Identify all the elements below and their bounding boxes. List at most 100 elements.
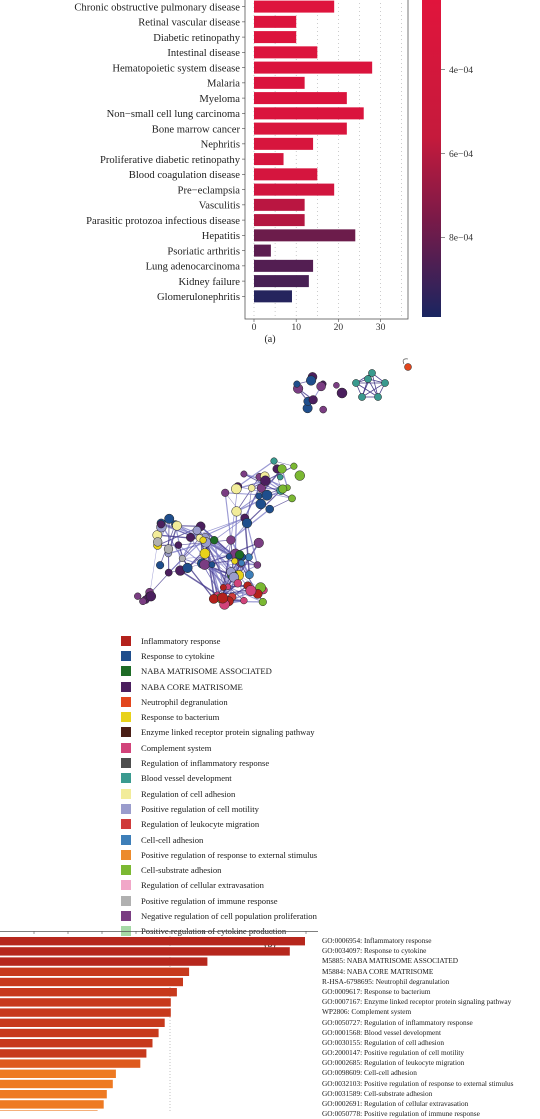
legend-label: Regulation of inflammatory response [141, 758, 269, 768]
bar [0, 988, 177, 996]
colorbar [422, 0, 441, 317]
legend-item: Positive regulation of cell motility [121, 801, 317, 816]
network-node [232, 507, 242, 517]
legend-swatch [121, 697, 131, 707]
network-node [231, 484, 241, 494]
bar [254, 46, 317, 58]
legend-swatch [121, 636, 131, 646]
self-loop-edge [403, 359, 408, 364]
legend-swatch [121, 835, 131, 845]
network-node [165, 569, 172, 576]
category-label: Proliferative diabetic retinopathy [100, 155, 241, 166]
legend-swatch [121, 758, 131, 768]
bar [254, 275, 309, 287]
bar [254, 214, 305, 226]
network-node [279, 485, 287, 493]
network-legend: Inflammatory response Response to cytokin… [121, 633, 317, 939]
legend-item: Enzyme linked receptor protein signaling… [121, 725, 317, 740]
network-node [320, 406, 327, 413]
legend-label: NABA MATRISOME ASSOCIATED [141, 666, 272, 676]
legend-swatch [121, 865, 131, 875]
legend-label: Positive regulation of response to exter… [141, 850, 317, 860]
legend-item: Cell-cell adhesion [121, 832, 317, 847]
term-label: GO:0098609: Cell-cell adhesion [322, 1068, 514, 1078]
legend-item: Response to cytokine [121, 648, 317, 663]
bar [254, 260, 313, 272]
legend-swatch [121, 819, 131, 829]
panel-a-label: (a) [0, 334, 540, 345]
network-node [245, 571, 253, 579]
network-node [245, 554, 252, 561]
network-node [175, 542, 182, 549]
category-label: Intestinal disease [167, 48, 240, 59]
network-node [241, 471, 247, 477]
network-node [232, 558, 238, 564]
bar [0, 957, 207, 965]
network-node [200, 549, 210, 559]
network-edge [225, 493, 231, 540]
bar [254, 245, 271, 257]
category-label: Psoriatic arthritis [167, 246, 240, 257]
network-node [266, 505, 274, 513]
bar [0, 1039, 153, 1047]
legend-item: Neutrophil degranulation [121, 694, 317, 709]
network-node [200, 560, 210, 570]
term-label: GO:0009617: Response to bacterium [322, 987, 514, 997]
legend-swatch [121, 773, 131, 783]
network-node [220, 584, 226, 590]
bar [0, 998, 171, 1006]
bar [0, 947, 290, 955]
network-node [153, 538, 162, 547]
network-node [288, 495, 295, 502]
term-label: GO:0001568: Blood vessel development [322, 1028, 514, 1038]
bar [0, 1029, 159, 1037]
category-label: Bone marrow cancer [152, 124, 241, 135]
category-label: Diabetic retinopathy [153, 33, 240, 44]
category-label: Kidney failure [179, 277, 241, 288]
legend-label: Positive regulation of cell motility [141, 804, 259, 814]
term-label: GO:0034097: Response to cytokine [322, 946, 514, 956]
legend-swatch [121, 804, 131, 814]
category-label: Hematopoietic system disease [112, 63, 240, 74]
category-label: Retinal vascular disease [138, 18, 240, 29]
legend-label: Regulation of leukocyte migration [141, 819, 259, 829]
network-node [164, 545, 173, 554]
legend-label: Response to bacterium [141, 712, 219, 722]
legend-swatch [121, 712, 131, 722]
network-node [352, 379, 359, 386]
bar [0, 978, 183, 986]
legend-label: Cell-substrate adhesion [141, 865, 221, 875]
term-label: GO:0007167: Enzyme linked receptor prote… [322, 997, 514, 1007]
legend-item: Regulation of leukocyte migration [121, 817, 317, 832]
network-node [294, 381, 301, 388]
network-node [405, 364, 412, 371]
bar [254, 31, 296, 43]
legend-item: Cell-substrate adhesion [121, 862, 317, 877]
legend-swatch [121, 789, 131, 799]
bar [0, 937, 305, 945]
colorbar-tick-label: 8e−04 [449, 233, 473, 244]
network-node [193, 526, 201, 534]
x-tick-label: 20 [334, 322, 344, 330]
network-node [183, 563, 193, 573]
category-label: Nephritis [201, 140, 240, 151]
bar [0, 968, 189, 976]
network-node [306, 376, 316, 386]
chart-a: Chronic obstructive pulmonary diseaseRet… [0, 0, 540, 330]
network-graph [0, 355, 540, 625]
legend-label: Regulation of cellular extravasation [141, 880, 264, 890]
legend-item: Response to bacterium [121, 709, 317, 724]
network-node [277, 474, 283, 480]
legend-label: Inflammatory response [141, 636, 220, 646]
network-node [235, 550, 244, 559]
network-node [227, 536, 236, 545]
bar [254, 184, 334, 196]
network-node [179, 555, 185, 561]
bar [254, 16, 296, 28]
term-label: R-HSA-6798695: Neutrophil degranulation [322, 977, 514, 987]
legend-label: Response to cytokine [141, 651, 215, 661]
legend-item: Regulation of cell adhesion [121, 786, 317, 801]
network-node [254, 538, 264, 548]
